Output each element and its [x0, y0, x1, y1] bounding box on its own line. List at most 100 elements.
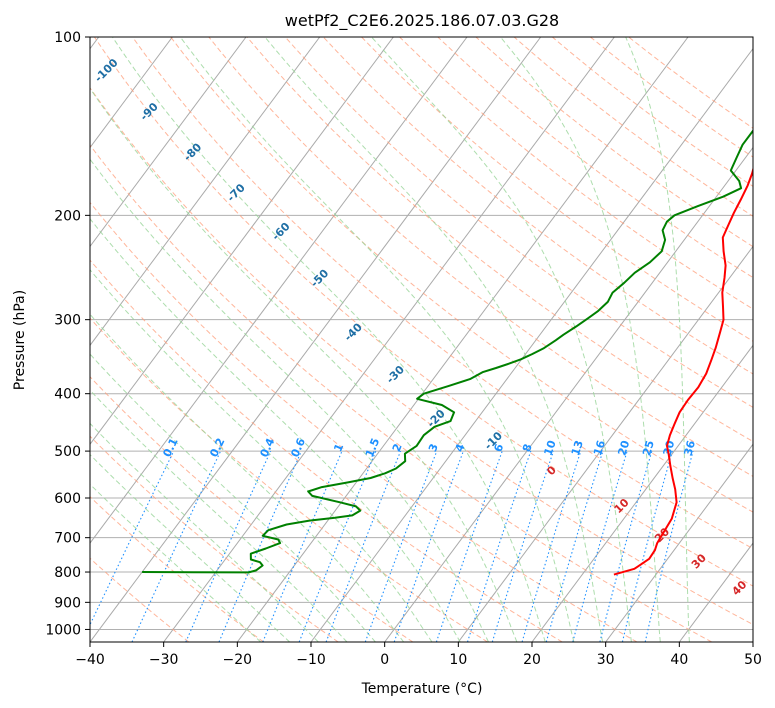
x-ticks: −40 −30 −20 −10 0 10 20 30 40 50 [75, 642, 762, 668]
moist-adiabat-line [111, 37, 546, 642]
mixing-ratio-line [90, 450, 175, 626]
moist-adiabat-line [90, 313, 405, 642]
isotherm-line [236, 37, 689, 642]
mixing-ratio-line [262, 450, 343, 642]
mixing-ratio-label: 30 [661, 439, 678, 458]
isotherm-line [457, 245, 753, 642]
mixing-ratio-label: 25 [640, 439, 657, 457]
x-tick-label: 30 [597, 652, 615, 668]
mixing-ratio-label: 0.1 [160, 436, 180, 459]
dry-adiabat-line [90, 144, 712, 642]
mixing-ratio-label: 2 [390, 442, 405, 454]
isotherm-line [163, 37, 615, 642]
mixing-ratio-label: 3 [426, 442, 441, 454]
moist-adiabat-label: 30 [689, 551, 709, 571]
dry-adiabat-line [590, 37, 753, 158]
plot-line-labels: 0.1 0.2 0.4 0.6 1 1.5 2 3 4 6 8 10 13 16 20 25 30 36-100-… [92, 56, 750, 598]
y-ticks: 1000 900 800 700 600 500 400 300 200 100 [45, 30, 90, 638]
moist-adiabat-line [90, 389, 348, 642]
moist-adiabat-label: 40 [729, 578, 749, 598]
isotherm-line [531, 344, 753, 642]
dry-adiabat-label: -100 [92, 56, 121, 85]
mixing-ratio-line [572, 450, 628, 642]
plot-background-lines [90, 37, 753, 642]
chart-title: wetPf2_C2E6.2025.186.07.03.G28 [285, 11, 559, 31]
moist-adiabat-line [90, 158, 489, 642]
moist-adiabat-line [90, 87, 518, 642]
dry-adiabat-line [513, 37, 753, 217]
dry-adiabat-line [551, 37, 753, 187]
dry-adiabat-line [90, 87, 753, 626]
x-tick-label: −30 [149, 652, 179, 668]
mixing-ratio-line [491, 450, 555, 642]
dry-adiabat-line [90, 317, 488, 642]
mixing-ratio-label: 1 [331, 442, 346, 454]
mixing-ratio-line [131, 450, 222, 642]
mixing-ratio-label: 20 [615, 439, 632, 458]
moist-adiabat-line [90, 217, 461, 642]
mixing-ratio-label: 4 [453, 442, 468, 454]
dry-adiabat-line [170, 37, 753, 513]
mixing-ratio-label: 16 [591, 438, 608, 457]
dry-adiabat-line [437, 37, 753, 279]
mixing-ratio-line [185, 450, 272, 642]
y-tick-label: 900 [54, 595, 81, 611]
mixing-ratio-line [364, 450, 438, 642]
mixing-ratio-label: 13 [569, 439, 586, 458]
isotherm-line [90, 37, 321, 347]
isotherm-line [384, 146, 753, 642]
x-tick-label: 40 [670, 652, 688, 668]
y-tick-label: 100 [54, 30, 81, 46]
isotherm-line [605, 443, 753, 642]
dry-adiabat-label: -90 [138, 100, 161, 123]
x-tick-label: −20 [223, 652, 253, 668]
moist-adiabat-line [500, 37, 661, 642]
dry-adiabat-label: -80 [181, 140, 204, 163]
mixing-ratio-line [466, 450, 532, 642]
x-tick-label: 20 [523, 652, 541, 668]
profiles [142, 129, 753, 576]
mixing-ratio-label: 1.5 [363, 436, 382, 459]
isotherm-line [90, 37, 468, 544]
dry-adiabat-line [93, 37, 753, 587]
moist-adiabat-line [90, 353, 376, 642]
mixing-ratio-label: 8 [520, 442, 535, 454]
dry-adiabat-label: -50 [308, 267, 331, 290]
moist-adiabat-label: 0 [544, 463, 559, 478]
moist-adiabat-label: 10 [612, 496, 632, 516]
mixing-ratio-line [599, 450, 653, 642]
mixing-ratio-label: 0.4 [257, 436, 277, 459]
mixing-ratio-label: 0.6 [288, 436, 308, 459]
isotherm-line [752, 641, 753, 642]
mixing-ratio-line [435, 450, 503, 642]
y-tick-label: 300 [54, 313, 81, 329]
x-tick-label: −40 [75, 652, 105, 668]
isotherm-line [90, 37, 542, 642]
dry-adiabat-line [361, 37, 753, 342]
mixing-ratio-label: 0.2 [207, 436, 227, 459]
dry-adiabat-line [90, 201, 638, 642]
mixing-ratio-label: 6 [491, 442, 506, 454]
y-axis-label: Pressure (hPa) [12, 290, 28, 390]
x-tick-label: 0 [380, 652, 389, 668]
dry-adiabat-line [322, 37, 753, 375]
plot-frame [89, 36, 754, 643]
moist-adiabat-line [90, 422, 319, 642]
dry-adiabat-line [90, 496, 264, 642]
mixing-ratio-line [644, 450, 694, 642]
dry-adiabat-label: -60 [269, 220, 292, 243]
x-tick-label: 10 [449, 652, 467, 668]
mixing-ratio-line [218, 450, 302, 642]
x-axis-label: Temperature (°C) [361, 681, 483, 697]
y-tick-label: 600 [54, 491, 81, 507]
dry-adiabat-line [132, 37, 753, 550]
moist-adiabat-line [179, 37, 575, 642]
dry-adiabat-label: -70 [225, 181, 248, 204]
moist-adiabat-line [625, 37, 690, 642]
dry-adiabat-line [90, 259, 563, 642]
mixing-ratio-line [521, 450, 582, 642]
mixing-ratio-label: 36 [681, 439, 698, 458]
y-tick-label: 500 [54, 444, 81, 460]
y-tick-label: 200 [54, 208, 81, 224]
